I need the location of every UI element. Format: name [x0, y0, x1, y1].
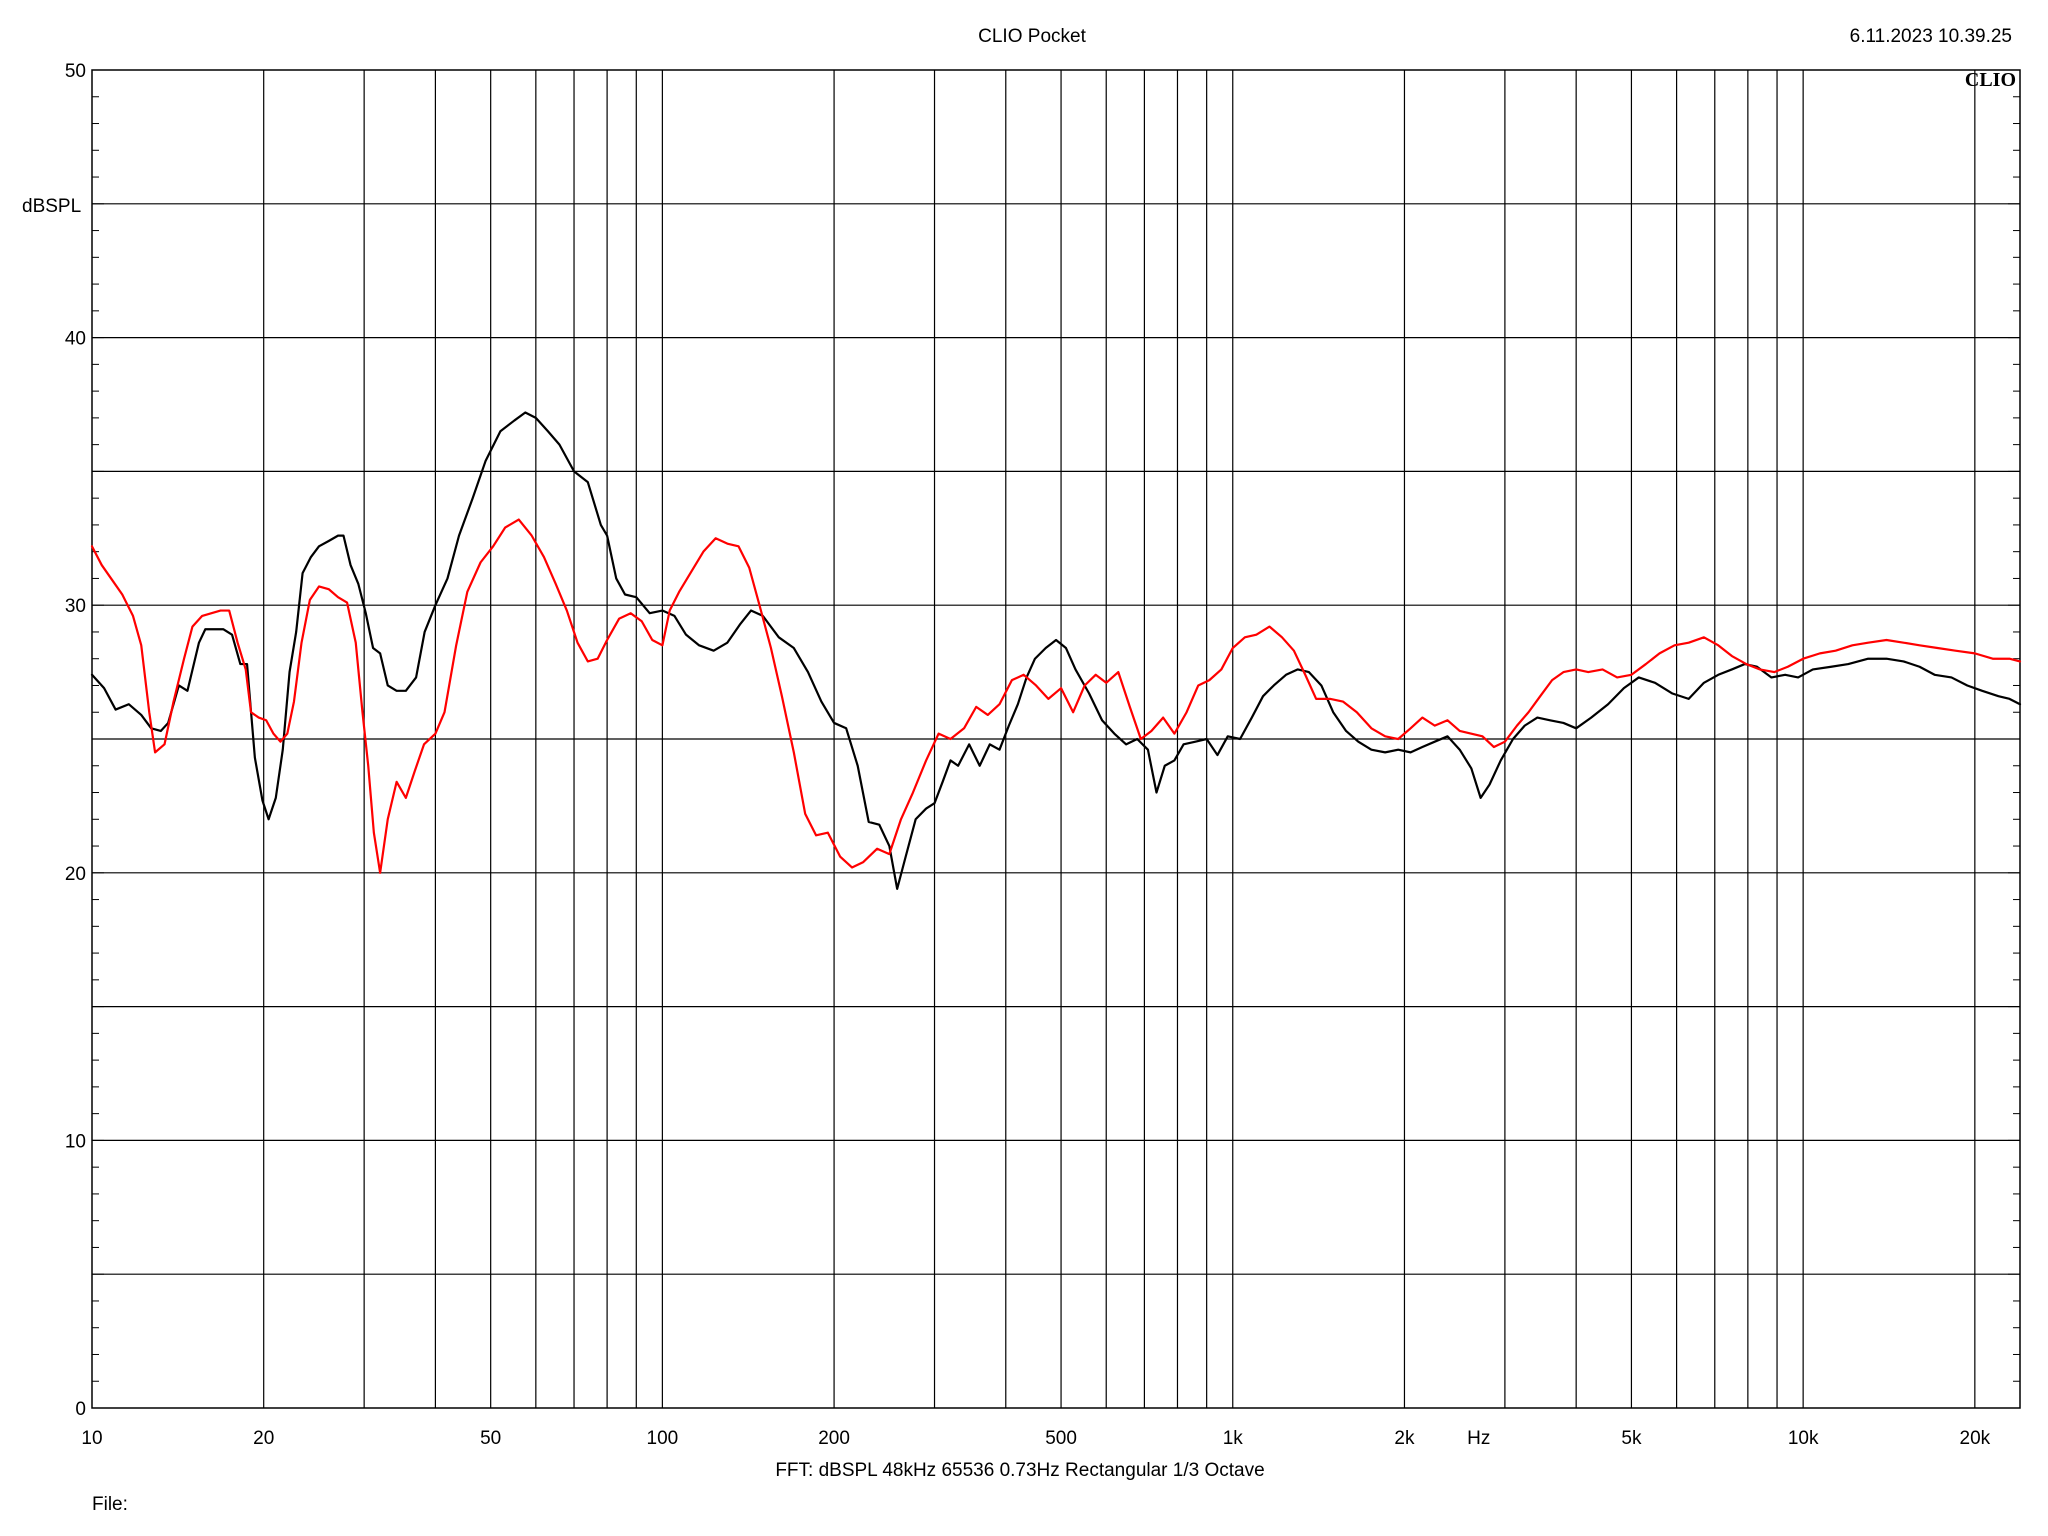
y-minor-ticks	[92, 96, 2020, 1382]
x-tick-label: 1k	[1223, 1428, 1244, 1449]
y-tick-label: 30	[65, 596, 86, 617]
x-tick-label: 2k	[1394, 1428, 1415, 1449]
x-tick-label: 10	[81, 1428, 102, 1449]
x-tick-label: 200	[818, 1428, 850, 1449]
chart-title: CLIO Pocket	[978, 26, 1086, 47]
x-tick-label: 100	[647, 1428, 679, 1449]
series-line-red	[90, 518, 2022, 874]
x-tick-label: 10k	[1788, 1428, 1819, 1449]
timestamp: 6.11.2023 10.39.25	[1850, 26, 2012, 47]
x-tick-label: 500	[1045, 1428, 1077, 1449]
data-series	[90, 411, 2022, 890]
y-tick-labels: 0 10 20 30 40 50	[65, 61, 86, 1420]
x-tick-label: 50	[480, 1428, 501, 1449]
y-tick-label: 40	[65, 329, 86, 350]
x-tick-label: 20k	[1960, 1428, 1991, 1449]
x-tick-labels: 10 20 50 100 200 500 1k 2k 5k 10k 20k Hz	[81, 1428, 1990, 1449]
x-axis-unit-label: Hz	[1467, 1428, 1490, 1449]
y-tick-label: 10	[65, 1131, 86, 1152]
plot-frame	[91, 69, 2021, 1409]
series-line-black	[90, 411, 2022, 890]
fft-settings: FFT: dBSPL 48kHz 65536 0.73Hz Rectangula…	[775, 1460, 1264, 1481]
file-label: File:	[92, 1494, 128, 1515]
y-axis-label: dBSPL	[22, 196, 81, 217]
y-tick-label: 20	[65, 864, 86, 885]
clio-logo: CLIO	[1965, 69, 2016, 91]
y-tick-label: 50	[65, 61, 86, 82]
x-tick-label: 5k	[1621, 1428, 1642, 1449]
grid-lines	[92, 70, 2020, 1408]
x-tick-label: 20	[253, 1428, 274, 1449]
y-tick-label: 0	[75, 1399, 86, 1420]
